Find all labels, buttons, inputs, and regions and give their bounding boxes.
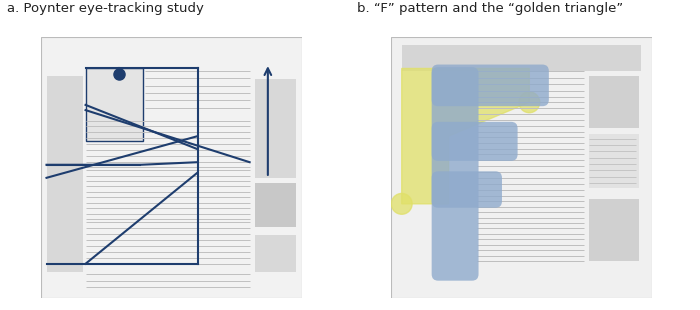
Bar	[589, 134, 638, 188]
Bar	[255, 183, 297, 227]
FancyBboxPatch shape	[432, 171, 502, 208]
Circle shape	[391, 193, 412, 214]
Text: b. “F” pattern and the “golden triangle”: b. “F” pattern and the “golden triangle”	[357, 2, 623, 15]
Bar	[589, 76, 638, 128]
Circle shape	[519, 92, 540, 113]
FancyBboxPatch shape	[432, 67, 479, 281]
Bar	[46, 76, 83, 272]
Bar	[589, 199, 638, 261]
FancyBboxPatch shape	[432, 64, 549, 106]
Polygon shape	[402, 69, 529, 204]
Bar	[255, 79, 297, 178]
Bar	[255, 235, 297, 272]
Bar	[85, 69, 143, 141]
Bar	[402, 45, 641, 71]
FancyBboxPatch shape	[432, 122, 517, 161]
Text: a. Poynter eye-tracking study: a. Poynter eye-tracking study	[7, 2, 204, 15]
